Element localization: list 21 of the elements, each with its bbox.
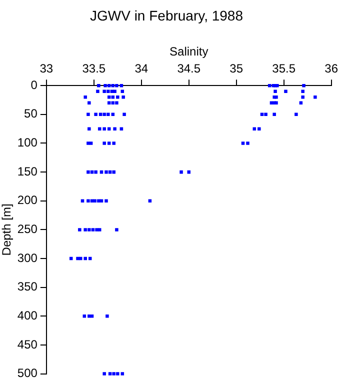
x-tick-label: 33.5 bbox=[82, 62, 106, 76]
y-tick-label: 100 bbox=[17, 136, 38, 150]
y-tick-label: 450 bbox=[17, 337, 38, 352]
y-tick-label: 350 bbox=[17, 280, 38, 294]
y-tick-label: 200 bbox=[17, 193, 38, 208]
y-tick-label: 400 bbox=[17, 308, 38, 322]
y-tick-label: 150 bbox=[17, 164, 38, 178]
y-tick-label: 500 bbox=[17, 366, 38, 380]
x-tick-label: 34.5 bbox=[177, 62, 201, 76]
y-tick-label: 0 bbox=[30, 78, 38, 92]
x-axis-title: Salinity bbox=[170, 44, 208, 58]
x-tick-label: 34 bbox=[134, 62, 148, 76]
x-tick-label: 33 bbox=[40, 62, 54, 76]
x-tick-label: 36 bbox=[324, 62, 338, 76]
y-tick-label: 50 bbox=[24, 106, 38, 121]
chart-title: JGWV in February, 1988 bbox=[90, 7, 244, 24]
y-tick-label: 250 bbox=[17, 222, 38, 236]
y-tick-label: 300 bbox=[17, 250, 38, 265]
x-tick-label: 35.5 bbox=[272, 62, 296, 76]
y-axis-title: Depth [m] bbox=[0, 204, 14, 256]
x-tick-label: 35 bbox=[230, 62, 244, 76]
